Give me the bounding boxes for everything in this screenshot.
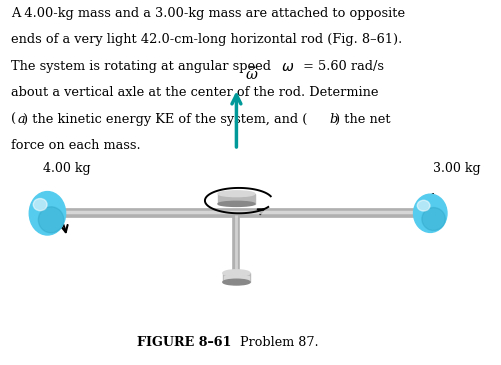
Ellipse shape (33, 199, 47, 211)
Text: $\vec{\omega}$: $\vec{\omega}$ (245, 65, 259, 82)
Ellipse shape (29, 192, 66, 235)
Ellipse shape (422, 208, 445, 231)
Text: ) the kinetic energy KE of the system, and (: ) the kinetic energy KE of the system, a… (23, 112, 308, 126)
Ellipse shape (218, 201, 255, 206)
Text: A 4.00-kg mass and a 3.00-kg mass are attached to opposite: A 4.00-kg mass and a 3.00-kg mass are at… (11, 7, 405, 20)
Text: $\omega$: $\omega$ (281, 60, 294, 74)
Text: about a vertical axle at the center of the rod. Determine: about a vertical axle at the center of t… (11, 86, 379, 99)
Ellipse shape (39, 207, 64, 233)
Text: FIGURE 8–61: FIGURE 8–61 (137, 336, 231, 349)
Ellipse shape (417, 200, 430, 211)
Bar (223, 273, 250, 282)
Text: a: a (18, 112, 25, 126)
Ellipse shape (223, 270, 250, 276)
Text: ends of a very light 42.0-cm-long horizontal rod (Fig. 8–61).: ends of a very light 42.0-cm-long horizo… (11, 33, 402, 46)
Text: = 5.60 rad/s: = 5.60 rad/s (300, 60, 384, 73)
Text: Problem 87.: Problem 87. (231, 336, 318, 349)
Text: (: ( (11, 112, 16, 126)
Text: The system is rotating at angular speed: The system is rotating at angular speed (11, 60, 284, 73)
Text: 4.00 kg: 4.00 kg (43, 161, 90, 174)
Ellipse shape (413, 194, 447, 233)
Bar (224, 276, 249, 281)
Ellipse shape (223, 279, 250, 285)
Text: b: b (329, 112, 337, 126)
Text: 3.00 kg: 3.00 kg (433, 162, 480, 174)
Bar (218, 194, 255, 204)
Ellipse shape (218, 191, 255, 197)
Text: force on each mass.: force on each mass. (11, 139, 141, 152)
Text: ) the net: ) the net (335, 112, 390, 126)
